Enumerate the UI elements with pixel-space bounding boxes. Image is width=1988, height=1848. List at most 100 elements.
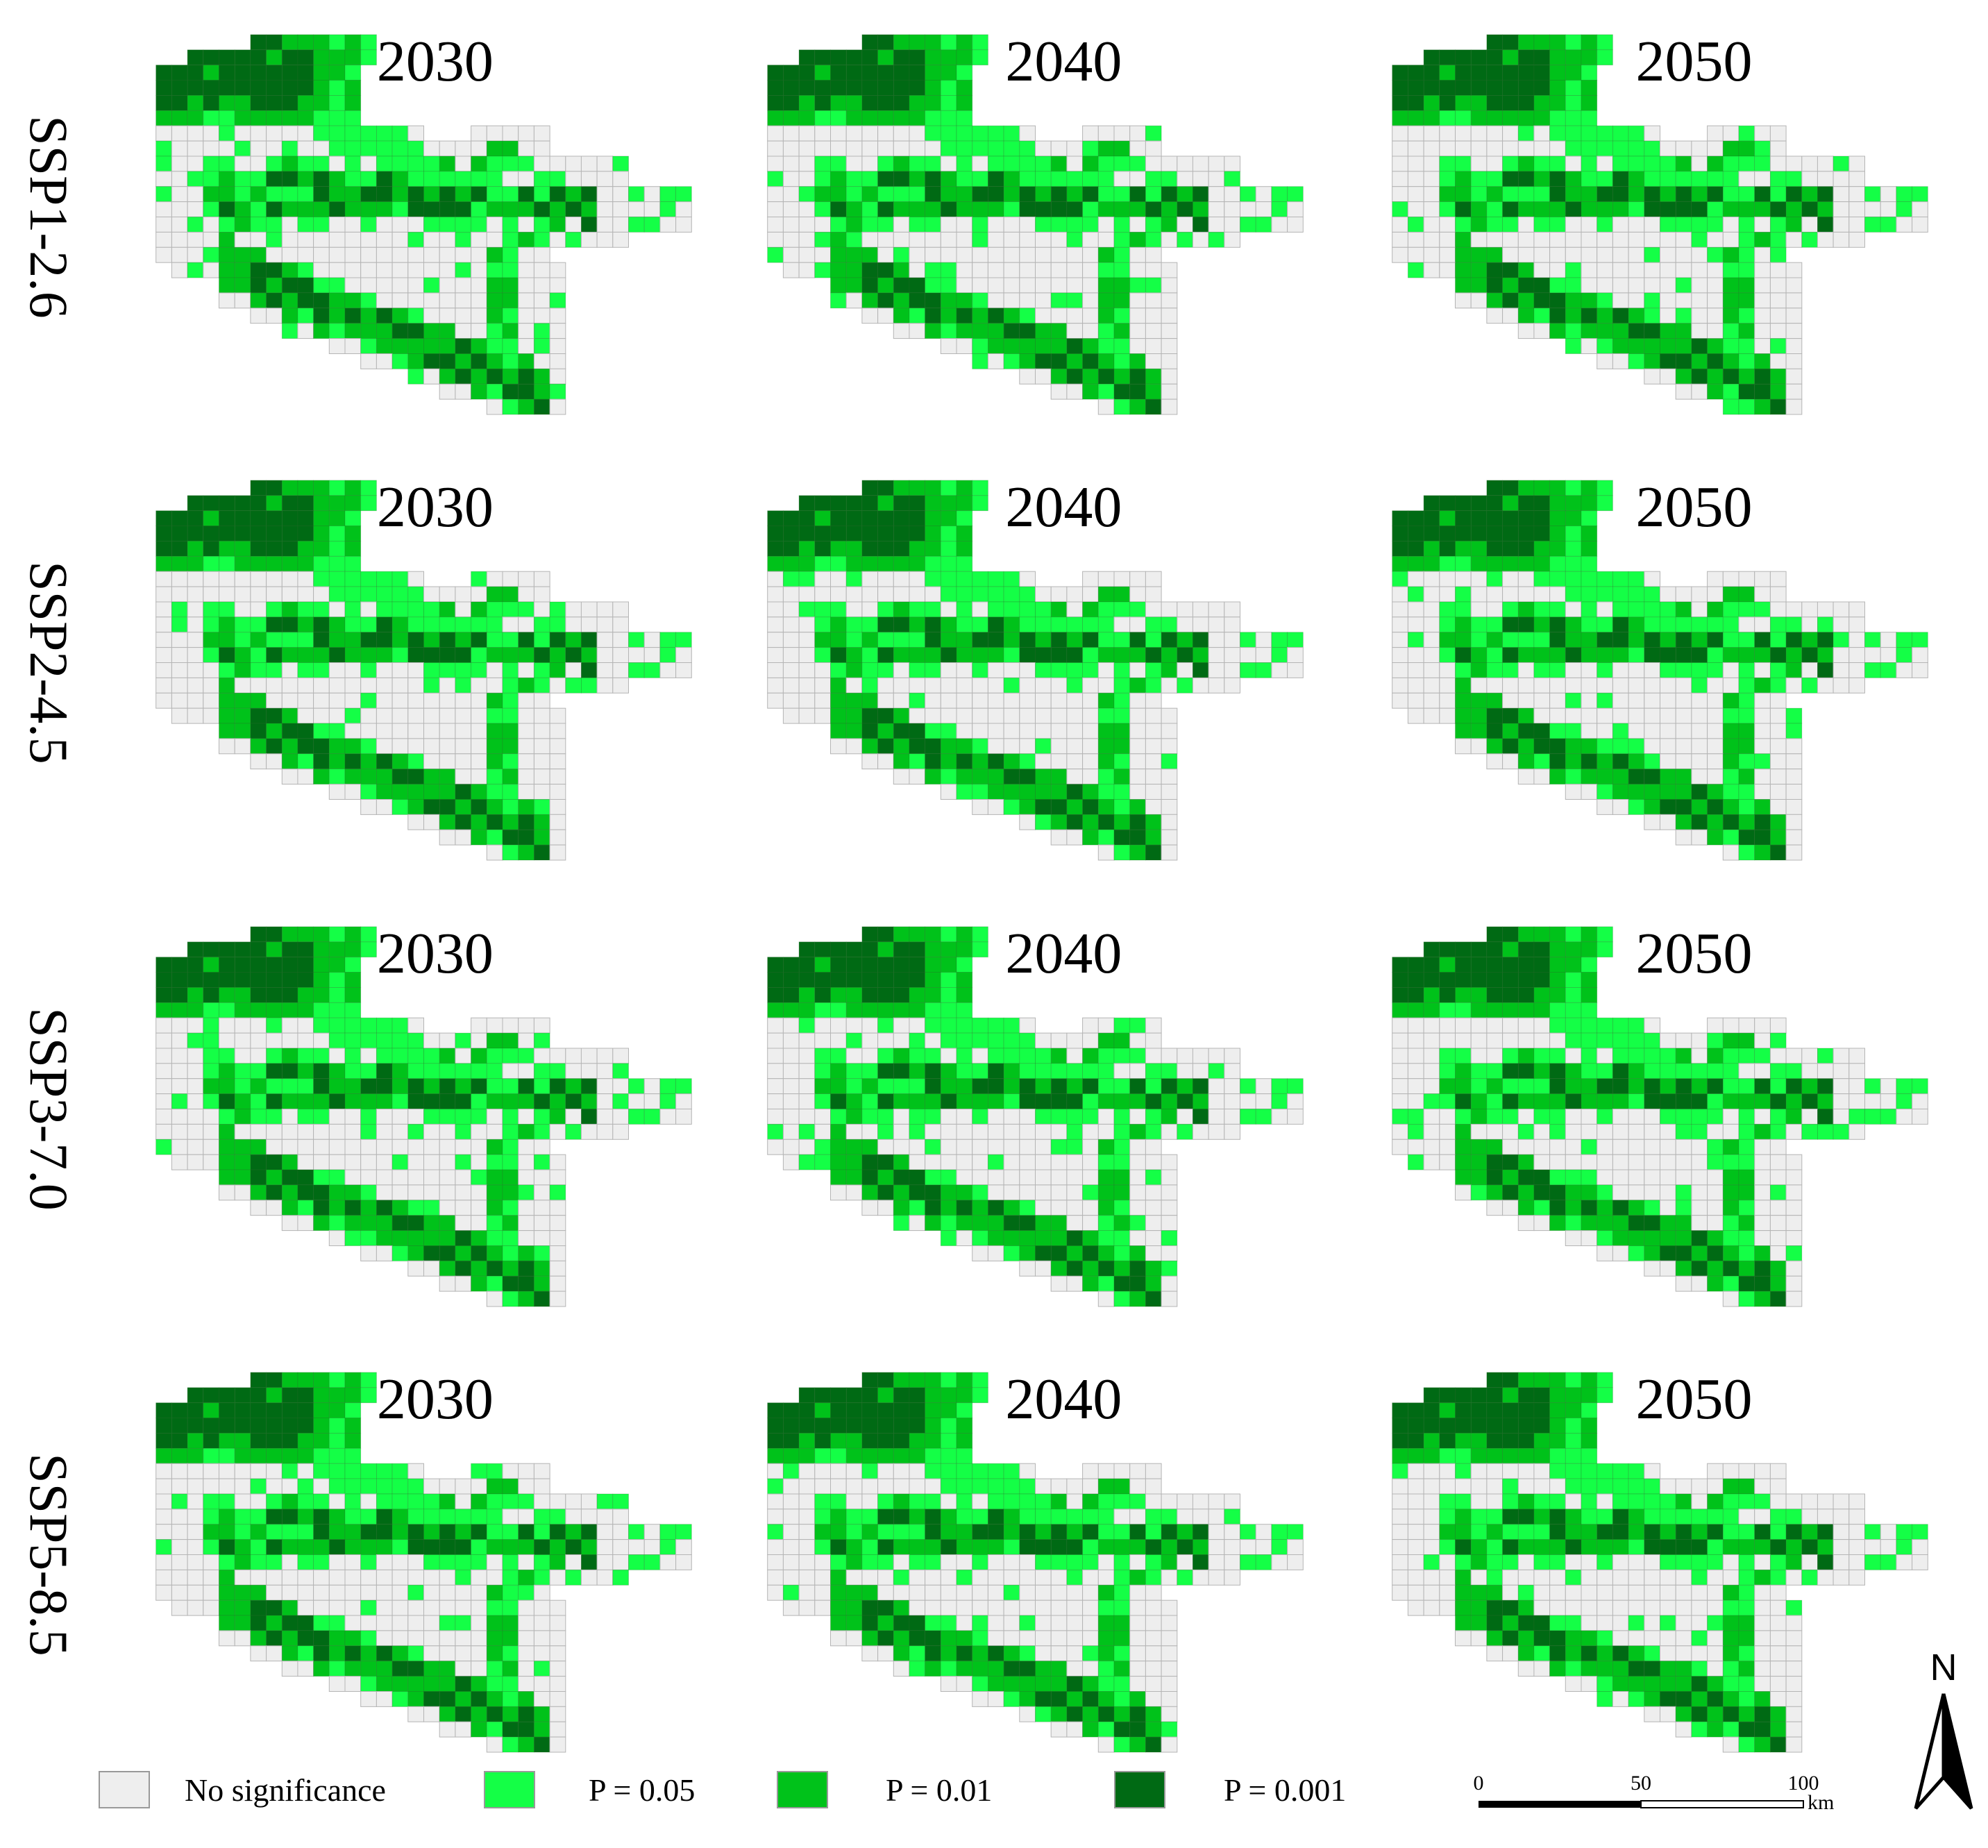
grid-cell	[1003, 1078, 1020, 1094]
grid-cell	[344, 94, 362, 111]
grid-cell	[767, 957, 784, 973]
grid-cell	[1470, 156, 1488, 172]
grid-cell	[893, 586, 910, 603]
grid-cell	[909, 201, 926, 217]
grid-cell	[1848, 201, 1866, 218]
grid-cell	[234, 1615, 251, 1631]
grid-cell	[1675, 586, 1692, 603]
grid-cell	[423, 814, 440, 830]
grid-cell	[1675, 1154, 1692, 1170]
grid-cell	[203, 692, 219, 709]
grid-cell	[1502, 1078, 1519, 1094]
grid-cell	[471, 1078, 487, 1094]
grid-cell	[171, 601, 188, 618]
grid-cell	[1161, 707, 1178, 724]
grid-cell	[203, 1539, 219, 1555]
grid-cell	[1644, 723, 1661, 739]
grid-cell	[1722, 616, 1739, 633]
grid-cell	[471, 677, 487, 694]
grid-cell	[219, 586, 235, 603]
grid-cell	[439, 231, 456, 248]
grid-cell	[1785, 308, 1803, 324]
grid-cell	[861, 49, 879, 66]
grid-cell	[1082, 323, 1099, 339]
grid-cell	[171, 186, 188, 203]
grid-cell	[1113, 768, 1131, 784]
grid-cell	[1691, 1139, 1708, 1155]
grid-cell	[612, 677, 629, 694]
grid-cell	[1255, 647, 1272, 663]
grid-cell	[581, 1524, 598, 1540]
grid-cell	[814, 1093, 831, 1109]
grid-cell	[486, 308, 503, 324]
grid-cell	[925, 677, 941, 694]
grid-cell	[1407, 662, 1424, 678]
grid-cell	[1533, 723, 1550, 739]
grid-cell	[439, 738, 456, 755]
grid-cell	[1785, 156, 1803, 172]
grid-cell	[1612, 338, 1629, 354]
grid-cell	[1097, 1291, 1115, 1307]
grid-cell	[1050, 277, 1068, 294]
grid-cell	[1035, 262, 1052, 278]
grid-cell	[455, 1493, 472, 1510]
grid-cell	[1644, 186, 1660, 203]
grid-cell	[1644, 677, 1661, 694]
grid-cell	[830, 972, 847, 988]
grid-cell	[439, 799, 456, 815]
grid-cell	[1455, 49, 1472, 66]
grid-cell	[1769, 647, 1787, 663]
grid-cell	[1848, 677, 1866, 694]
grid-cell	[1691, 186, 1708, 203]
grid-cell	[234, 277, 251, 294]
grid-cell	[1224, 1048, 1241, 1064]
grid-cell	[877, 972, 894, 988]
grid-cell	[1533, 1109, 1550, 1125]
grid-cell	[972, 1048, 988, 1064]
grid-cell	[1208, 662, 1225, 678]
grid-cell	[203, 632, 219, 648]
grid-cell	[281, 707, 298, 724]
grid-cell	[219, 692, 235, 709]
grid-cell	[814, 957, 831, 973]
grid-cell	[988, 1154, 1004, 1170]
grid-cell	[155, 1063, 172, 1080]
grid-cell	[1502, 1109, 1519, 1125]
map-panel	[1392, 34, 1928, 415]
grid-cell	[1785, 844, 1803, 861]
grid-cell	[814, 555, 831, 572]
grid-cell	[549, 231, 566, 248]
grid-cell	[549, 799, 566, 815]
grid-cell	[612, 1093, 629, 1109]
grid-cell	[1003, 277, 1020, 294]
grid-cell	[376, 586, 393, 603]
grid-cell	[814, 616, 831, 633]
grid-cell	[1066, 383, 1084, 400]
grid-cell	[407, 692, 424, 709]
grid-cell	[1408, 1109, 1424, 1125]
grid-cell	[1113, 1275, 1131, 1292]
grid-cell	[407, 186, 424, 203]
grid-cell	[1486, 65, 1503, 81]
grid-cell	[1565, 292, 1582, 309]
grid-cell	[328, 201, 346, 217]
grid-cell	[1707, 1154, 1724, 1170]
grid-cell	[1517, 94, 1535, 111]
grid-cell	[925, 480, 941, 496]
grid-cell	[909, 555, 926, 572]
grid-cell	[1517, 49, 1535, 66]
grid-cell	[391, 323, 409, 339]
grid-cell	[1502, 738, 1519, 755]
grid-cell	[328, 1230, 346, 1246]
grid-cell	[439, 1493, 456, 1510]
grid-cell	[1066, 1078, 1084, 1094]
grid-cell	[1003, 308, 1020, 324]
grid-cell	[830, 1093, 847, 1109]
grid-cell	[376, 662, 393, 678]
grid-cell	[1050, 784, 1068, 800]
grid-cell	[344, 1432, 362, 1449]
grid-cell	[1208, 231, 1225, 248]
grid-cell	[1145, 601, 1162, 618]
grid-cell	[783, 1402, 800, 1418]
grid-cell	[1035, 217, 1052, 233]
